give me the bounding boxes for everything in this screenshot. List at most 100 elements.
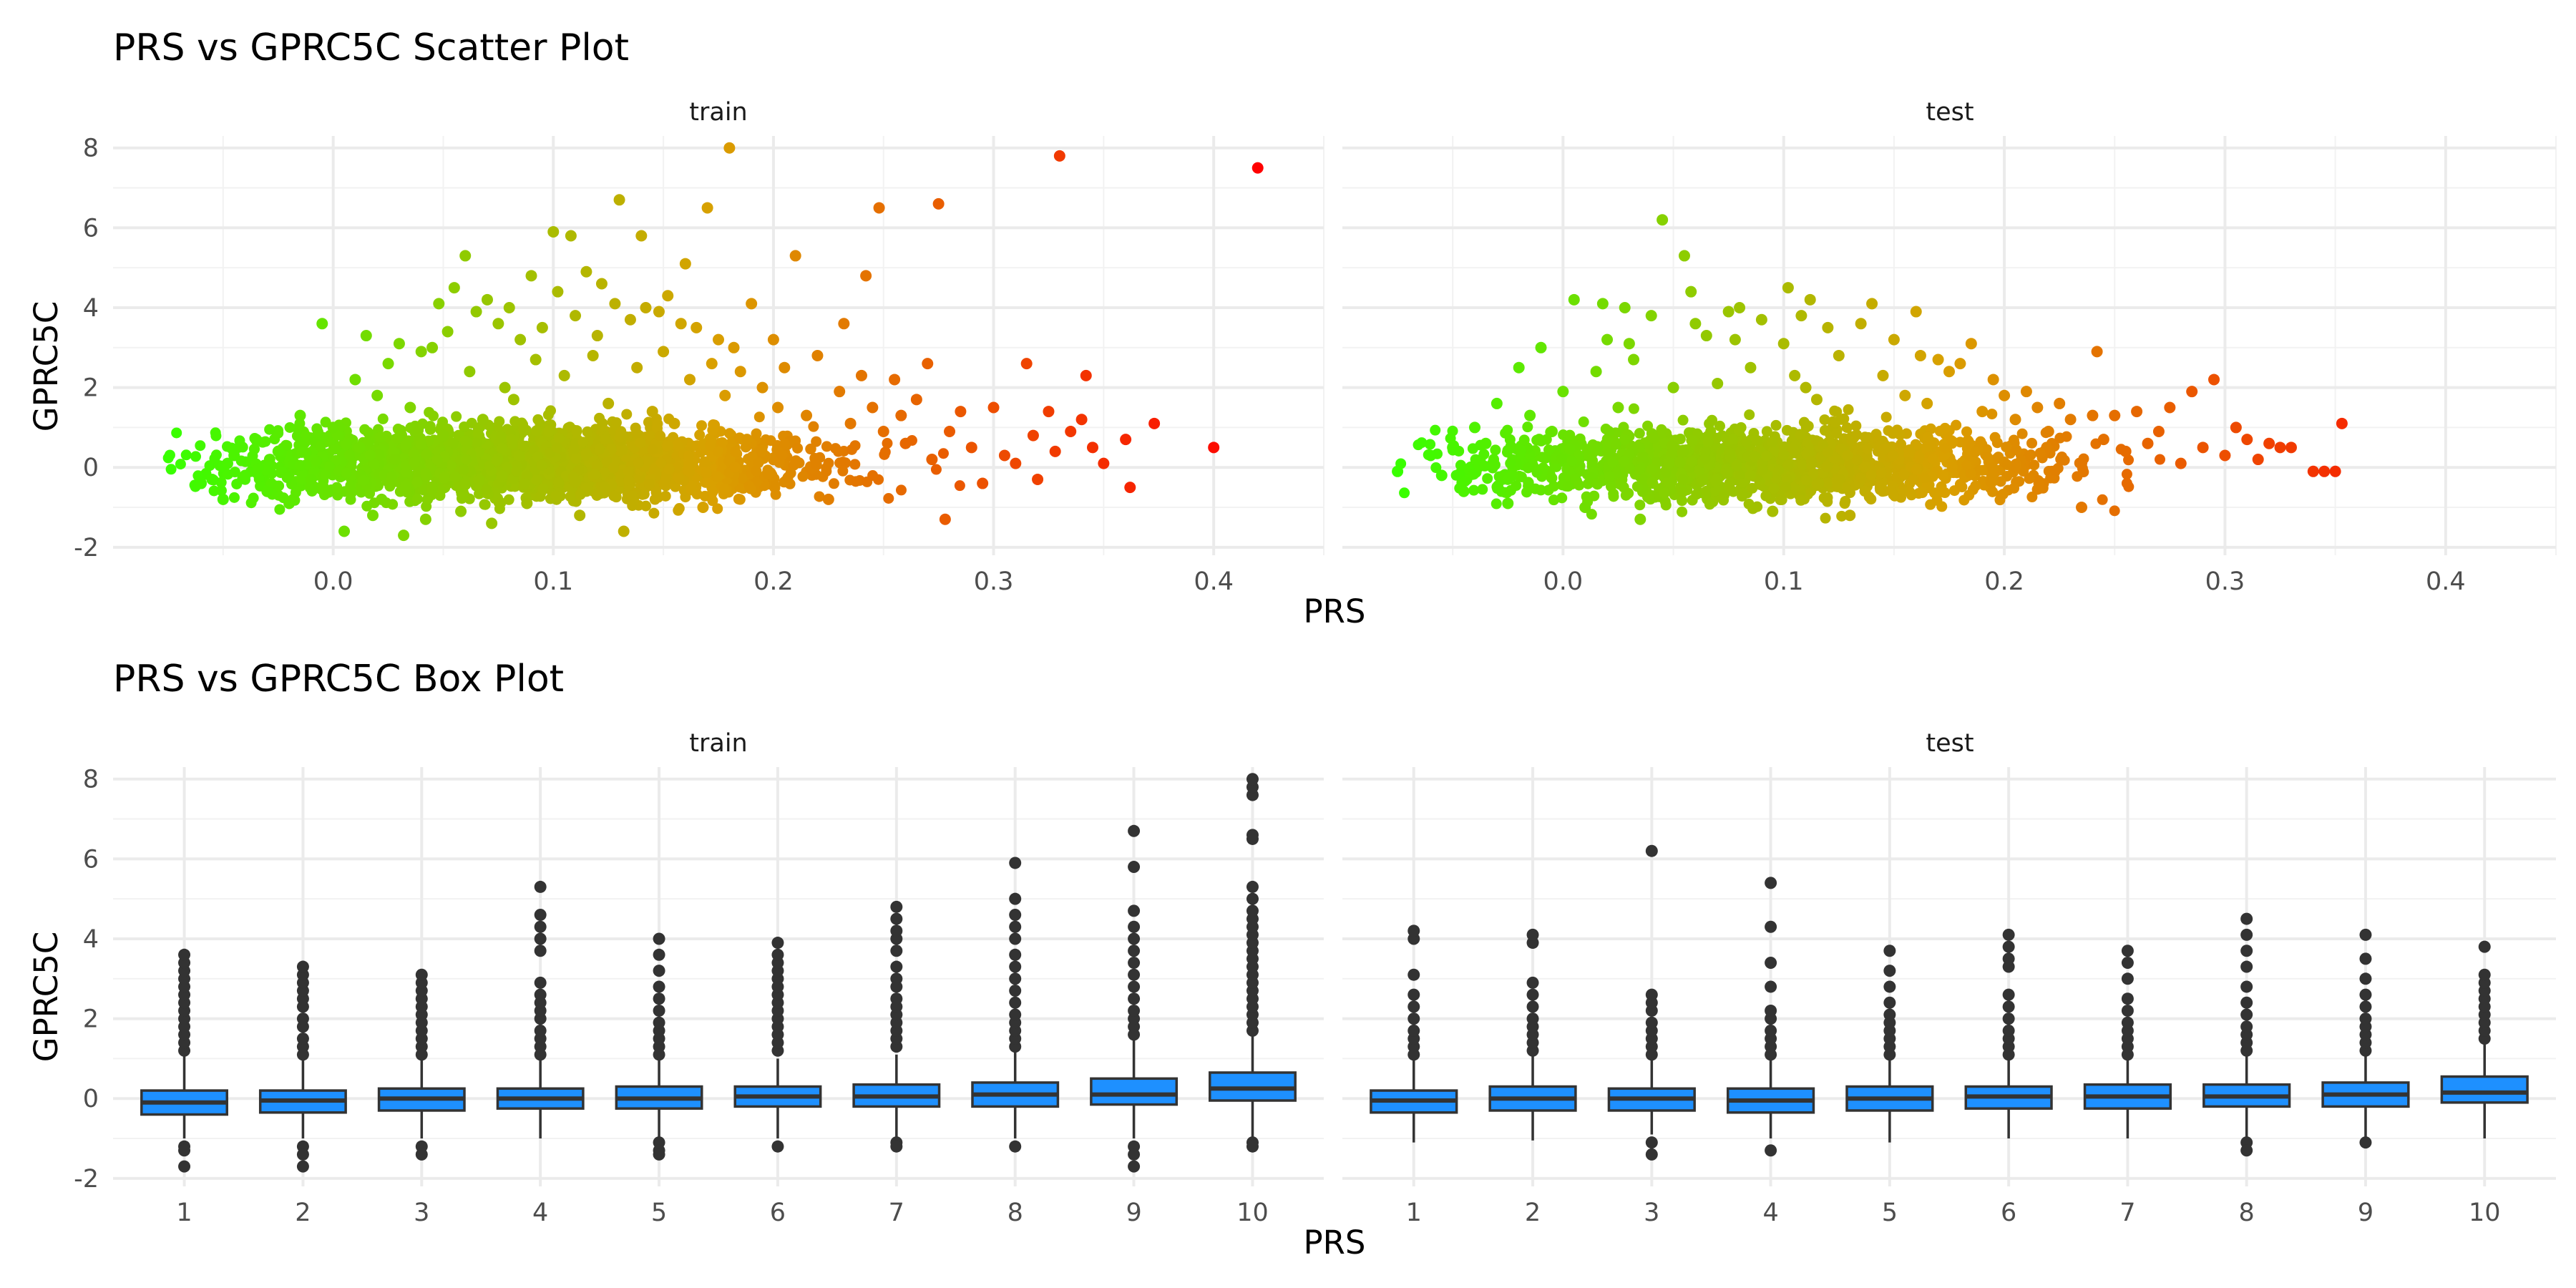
scatter-point	[801, 409, 813, 421]
scatter-point	[521, 497, 533, 509]
y-tick-label: 0	[83, 454, 99, 482]
scatter-point	[701, 202, 713, 214]
scatter-point	[364, 488, 376, 499]
x-tick-label: 9	[1126, 1199, 1141, 1227]
scatter-point	[2142, 437, 2154, 449]
scatter-point	[1027, 429, 1039, 441]
scatter-point	[882, 438, 893, 449]
scatter-point	[615, 431, 626, 443]
scatter-point	[624, 313, 636, 326]
scatter-strip-train: train	[689, 98, 747, 127]
scatter-point	[284, 421, 296, 433]
scatter-point	[1053, 150, 1065, 162]
scatter-point	[1624, 463, 1636, 474]
box-iqr	[1090, 1077, 1179, 1106]
scatter-point	[543, 425, 555, 437]
scatter-point	[734, 366, 746, 378]
scatter-point	[712, 503, 723, 514]
scatter-point	[1766, 436, 1777, 448]
scatter-point	[1916, 487, 1928, 499]
box-outlier	[1526, 1013, 1539, 1025]
scatter-point	[658, 346, 670, 358]
scatter-point	[1492, 483, 1503, 494]
scatter-point	[1745, 469, 1756, 481]
scatter-point	[1866, 298, 1878, 310]
scatter-point	[341, 439, 352, 450]
box-outlier	[771, 1140, 784, 1153]
scatter-point	[1546, 472, 1557, 484]
scatter-point	[558, 369, 570, 381]
scatter-point	[1674, 457, 1686, 468]
scatter-point	[1603, 426, 1614, 437]
box-7	[2083, 945, 2172, 1139]
scatter-point	[1662, 476, 1674, 487]
scatter-point	[2077, 457, 2088, 469]
scatter-point	[1987, 462, 1999, 473]
scatter-point	[1927, 471, 1938, 482]
y-tick-label: 2	[83, 1005, 99, 1034]
scatter-point	[1877, 369, 1889, 381]
scatter-point	[873, 202, 885, 214]
y-tick-label: 0	[83, 1085, 99, 1113]
box-outlier	[1246, 904, 1259, 917]
scatter-point	[1522, 421, 1533, 433]
scatter-point	[1789, 369, 1801, 381]
scatter-point	[1080, 369, 1092, 381]
scatter-point	[2121, 469, 2132, 480]
box-outlier	[653, 992, 665, 1005]
scatter-point	[382, 358, 394, 370]
scatter-point	[772, 401, 784, 414]
scatter-point	[1820, 512, 1831, 524]
scatter-point	[296, 468, 308, 479]
box-8	[971, 857, 1060, 1153]
box-outlier	[653, 1016, 665, 1029]
box-outlier	[296, 1148, 309, 1161]
scatter-point	[1562, 481, 1574, 492]
scatter-point	[860, 270, 872, 282]
scatter-point	[730, 446, 741, 457]
scatter-point	[565, 230, 577, 242]
scatter-point	[600, 434, 611, 446]
scatter-point	[542, 409, 554, 421]
scatter-point	[2087, 409, 2099, 421]
box-outlier	[2240, 912, 2253, 925]
scatter-point	[1480, 437, 1492, 449]
scatter-point	[879, 449, 890, 460]
scatter-point	[447, 437, 459, 449]
box-9	[2321, 928, 2410, 1149]
scatter-point	[373, 449, 384, 460]
scatter-point	[1813, 478, 1825, 489]
scatter-point	[753, 457, 764, 469]
scatter-point	[1922, 431, 1933, 443]
scatter-point	[2050, 465, 2062, 477]
box-outlier	[2002, 952, 2015, 965]
scatter-point	[316, 318, 328, 330]
scatter-point	[1564, 444, 1576, 455]
scatter-point	[250, 434, 262, 446]
x-tick-label: 0.2	[753, 567, 794, 596]
scatter-point	[338, 525, 351, 537]
box-outlier	[2478, 968, 2491, 981]
scatter-point	[686, 480, 697, 492]
scatter-point	[1659, 487, 1670, 499]
scatter-point	[1888, 489, 1899, 500]
scatter-point	[349, 374, 361, 386]
scatter-point	[474, 474, 485, 485]
scatter-point	[867, 401, 879, 414]
scatter-point	[1798, 416, 1810, 428]
scatter-point	[439, 471, 450, 482]
scatter-point	[296, 447, 308, 458]
scatter-point	[1770, 419, 1782, 431]
scatter-point	[1921, 397, 1933, 409]
scatter-point	[1631, 481, 1643, 492]
scatter-point	[712, 471, 723, 482]
scatter-point	[1697, 474, 1709, 486]
scatter-point	[455, 505, 467, 517]
box-outlier	[890, 945, 903, 957]
scatter-point	[1731, 460, 1742, 472]
scatter-point	[311, 456, 322, 467]
scatter-point	[1976, 406, 1989, 418]
box-outlier	[890, 900, 903, 913]
box-outlier	[1128, 932, 1141, 945]
box-8	[2202, 912, 2291, 1157]
